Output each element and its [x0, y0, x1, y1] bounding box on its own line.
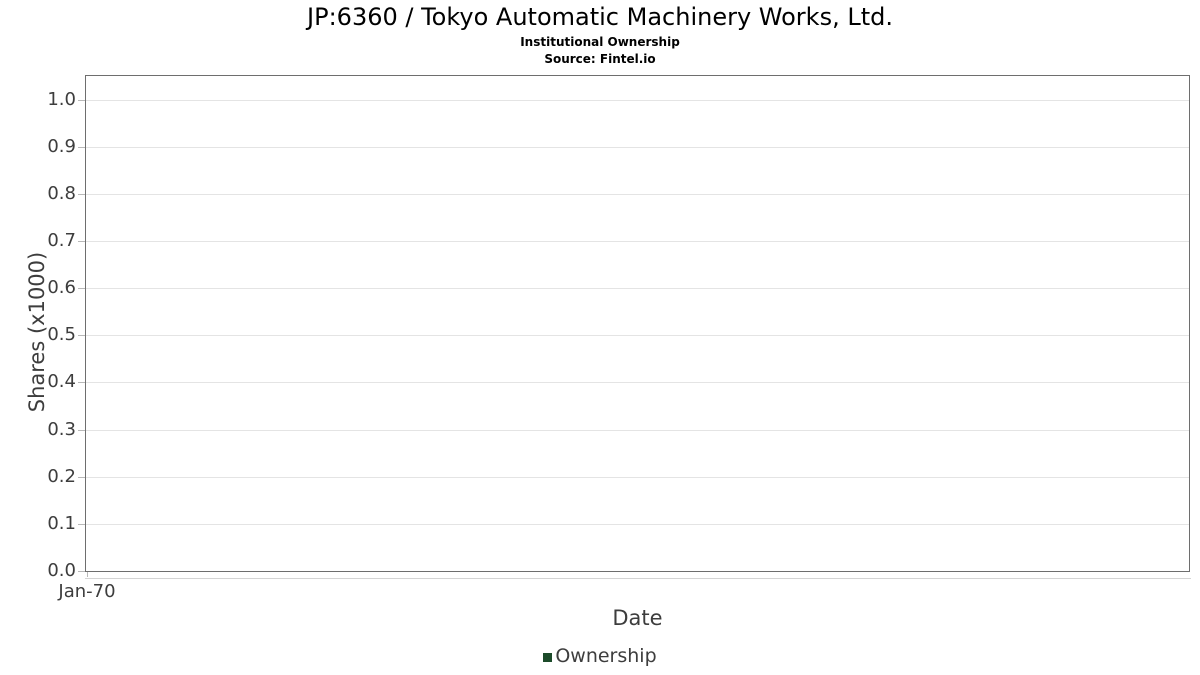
x-tick-label: Jan-70: [58, 581, 116, 602]
y-tick-label: 0.2: [47, 465, 76, 487]
gridline: [86, 429, 1189, 431]
chart-title: JP:6360 / Tokyo Automatic Machinery Work…: [307, 3, 893, 31]
y-tick-mark: [78, 523, 85, 525]
legend-label: Ownership: [555, 645, 657, 667]
x-axis-label: Date: [612, 606, 663, 630]
y-tick-mark: [78, 571, 85, 572]
y-tick-label: 0.5: [47, 324, 76, 346]
y-tick-label: 0.7: [47, 230, 76, 251]
x-axis-line: [85, 578, 1191, 579]
legend: Ownership: [0, 645, 1200, 667]
y-tick-mark: [78, 476, 85, 478]
y-tick-mark: [78, 288, 85, 290]
y-tick-mark: [78, 241, 85, 242]
gridline: [86, 193, 1189, 195]
y-tick-mark: [78, 146, 85, 148]
gridline: [86, 146, 1189, 148]
y-tick-label: 0.4: [47, 371, 76, 393]
gridline: [86, 288, 1189, 290]
y-tick-mark: [78, 193, 85, 195]
chart-subtitle: Institutional Ownership: [520, 35, 680, 49]
y-tick-label: 0.0: [47, 560, 76, 581]
y-tick-label: 0.6: [47, 277, 76, 299]
y-tick-label: 0.8: [47, 182, 76, 204]
gridline: [86, 99, 1189, 101]
gridline: [86, 335, 1189, 337]
y-tick-mark: [78, 335, 85, 337]
legend-swatch-icon: [543, 652, 553, 662]
x-tick-mark: [87, 572, 88, 577]
y-tick-label: 1.0: [47, 88, 76, 110]
chart-source: Source: Fintel.io: [544, 52, 656, 66]
y-tick-label: 0.3: [47, 418, 76, 440]
y-tick-label: 0.1: [47, 512, 76, 534]
gridline: [86, 523, 1189, 525]
y-tick-mark: [78, 382, 85, 384]
y-tick-label: 0.9: [47, 135, 76, 157]
gridline: [86, 382, 1189, 384]
gridline: [86, 476, 1189, 478]
y-tick-mark: [78, 99, 85, 101]
gridline: [86, 241, 1189, 242]
y-tick-mark: [78, 429, 85, 431]
plot-area: [85, 75, 1190, 572]
